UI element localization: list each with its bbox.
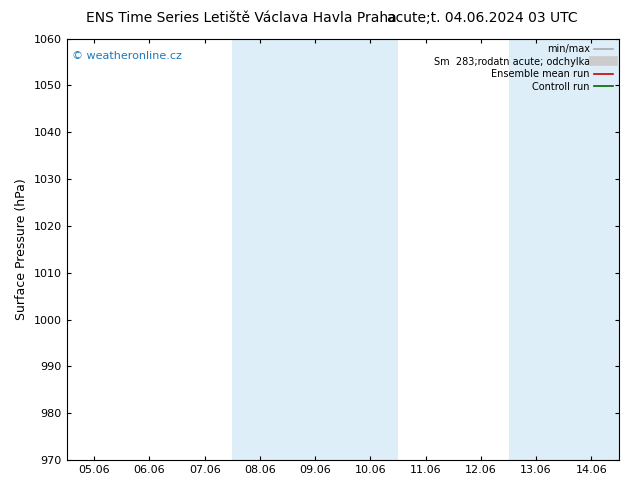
Text: acute;t. 04.06.2024 03 UTC: acute;t. 04.06.2024 03 UTC xyxy=(387,11,577,25)
Text: © weatheronline.cz: © weatheronline.cz xyxy=(72,51,182,61)
Y-axis label: Surface Pressure (hPa): Surface Pressure (hPa) xyxy=(15,178,28,320)
Text: ENS Time Series Letiště Václava Havla Praha: ENS Time Series Letiště Václava Havla Pr… xyxy=(86,11,396,25)
Bar xyxy=(508,39,619,460)
Bar xyxy=(232,39,398,460)
Legend: min/max, Sm  283;rodatn acute; odchylka, Ensemble mean run, Controll run: min/max, Sm 283;rodatn acute; odchylka, … xyxy=(430,42,616,95)
